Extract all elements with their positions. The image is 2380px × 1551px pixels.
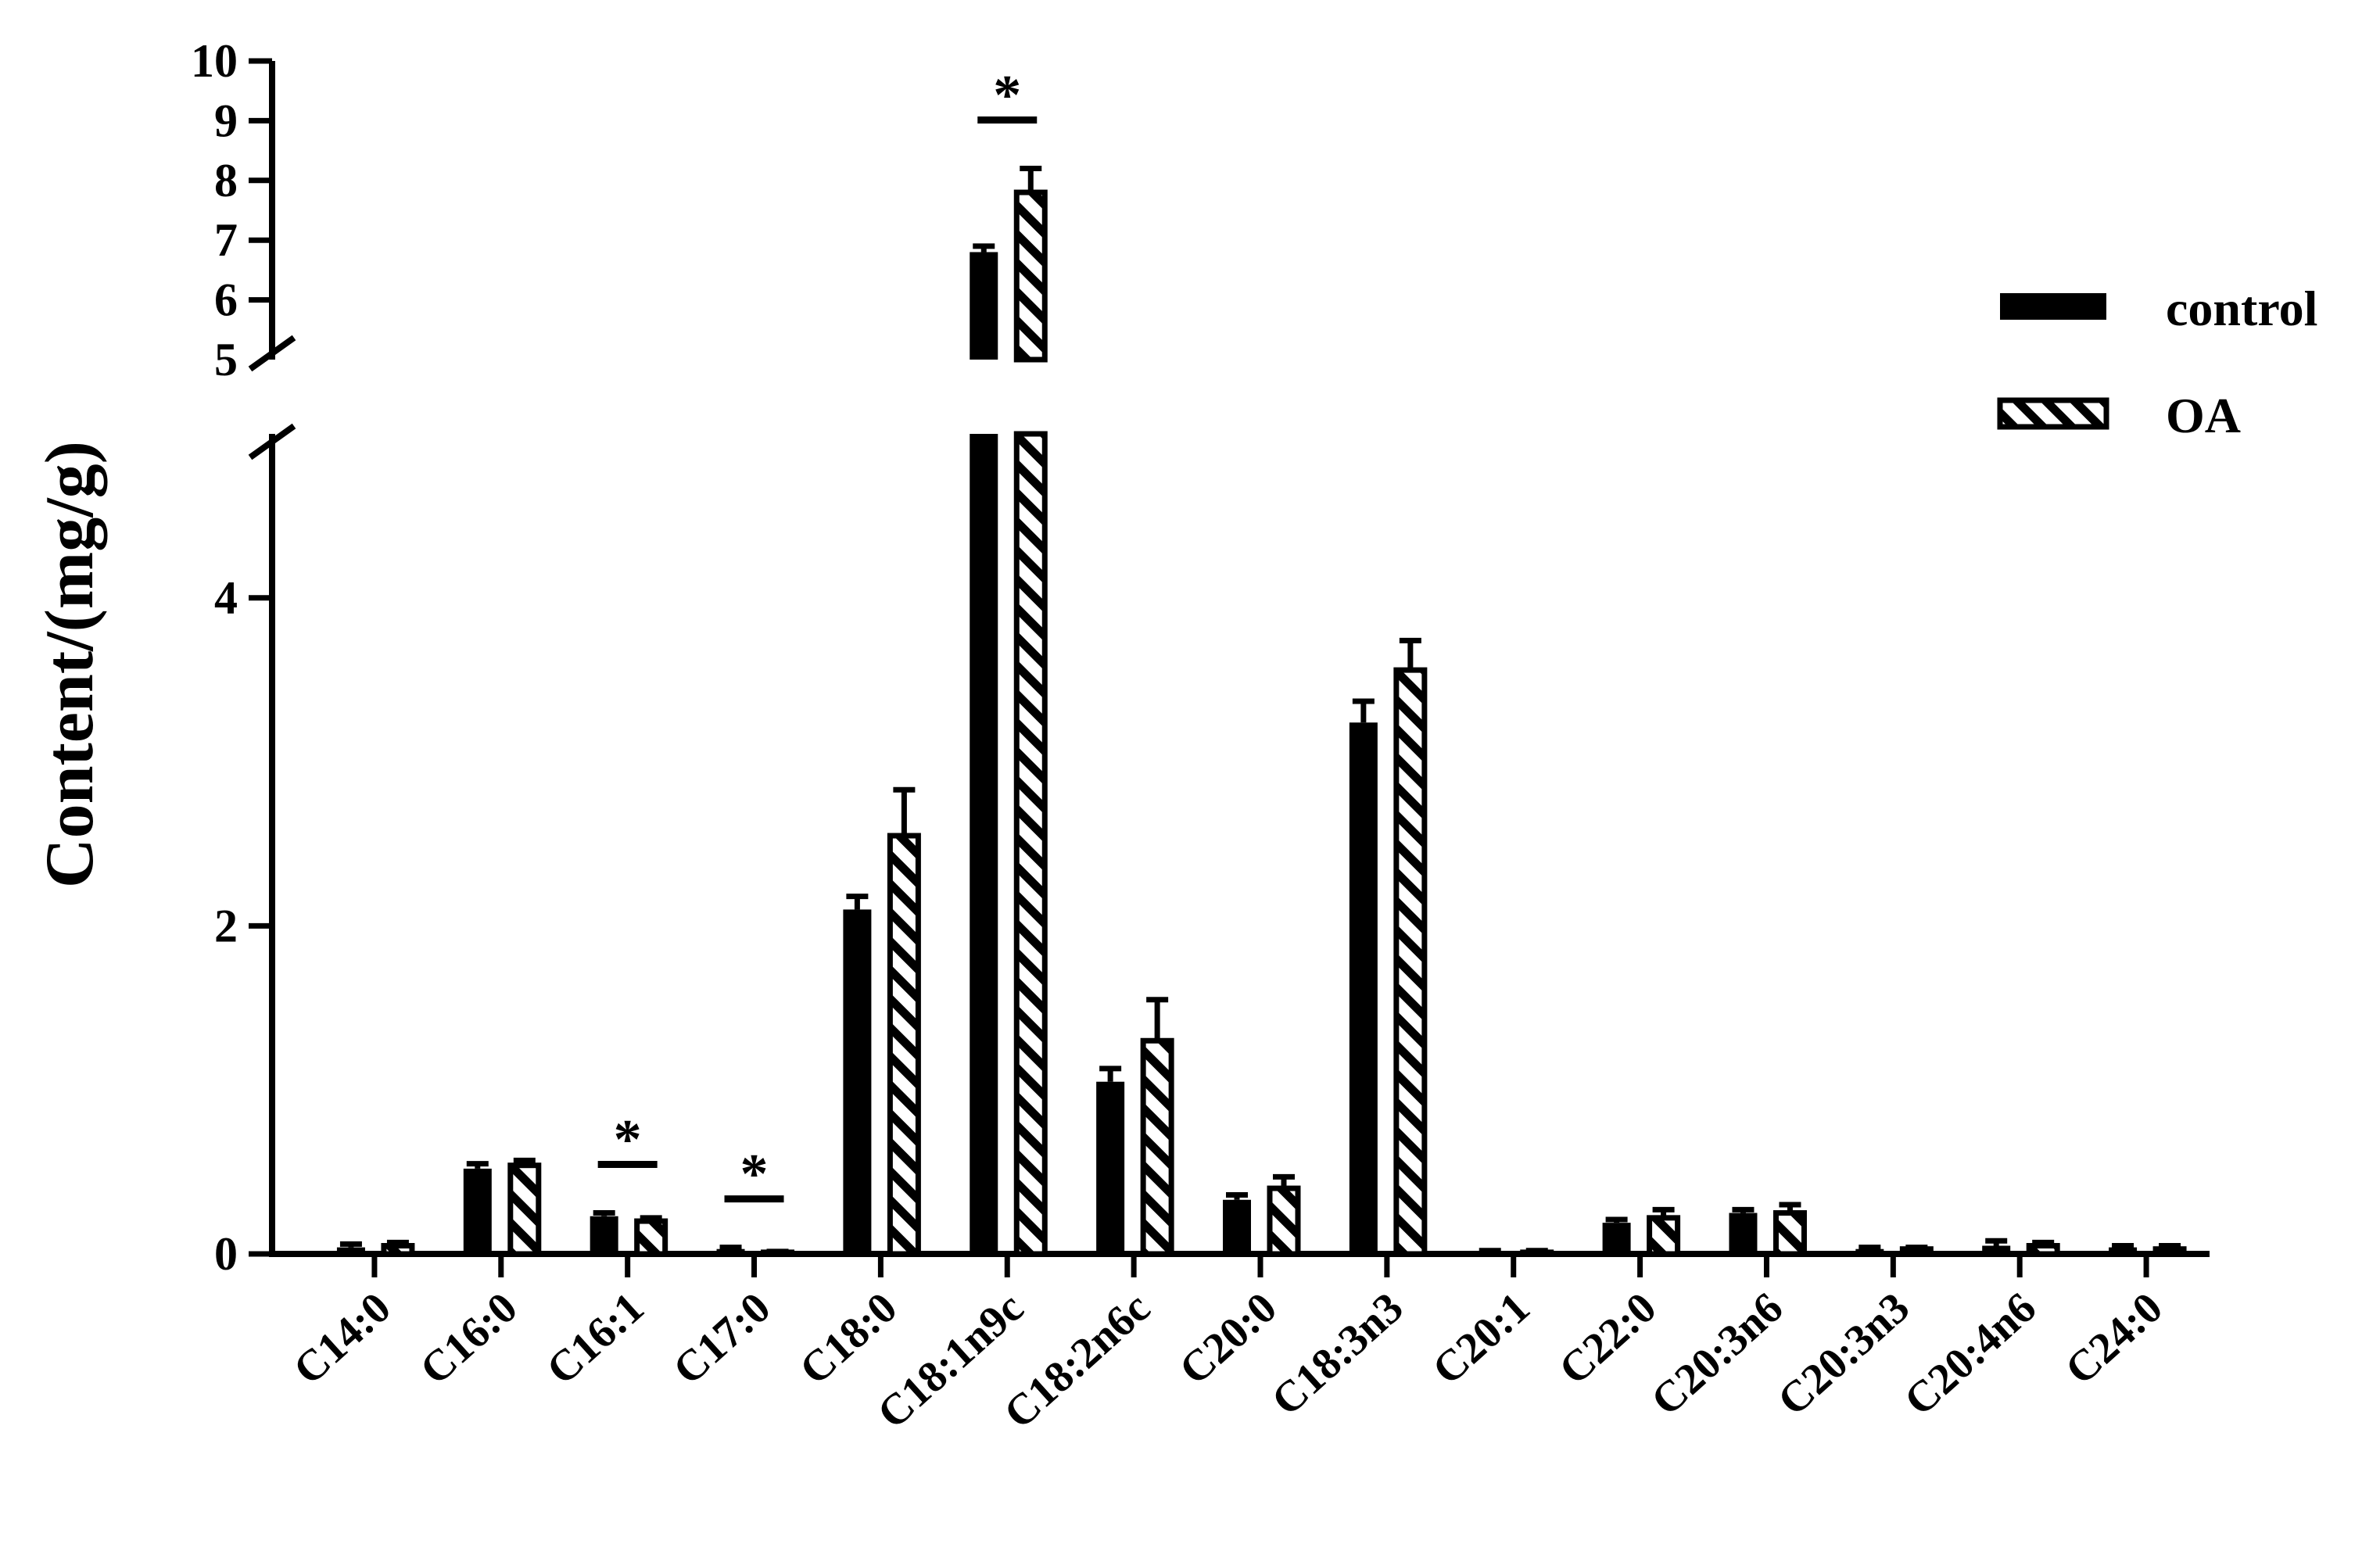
axis-break-mark: [248, 423, 296, 460]
bar-oa-5: [1013, 431, 1048, 1257]
bar-control-12: [1855, 1248, 1884, 1254]
y-tick-label: 5: [214, 334, 238, 385]
bar-oa-4: [887, 833, 921, 1257]
category-label: C17:0: [664, 1284, 780, 1395]
bar-oa-5-upper: [1013, 189, 1048, 363]
bar-control-7: [1223, 1199, 1251, 1254]
y-tick-label: 6: [214, 274, 238, 326]
significance-star: *: [740, 1143, 769, 1205]
bar-control-11: [1729, 1213, 1758, 1254]
category-label: C20:3n3: [1769, 1284, 1919, 1425]
legend: control OA: [1997, 281, 2317, 443]
legend-label-oa: OA: [2166, 388, 2241, 443]
category-label: C20:0: [1170, 1284, 1286, 1395]
category-label: C20:4n6: [1895, 1284, 2045, 1425]
y-tick-label: 7: [214, 214, 238, 266]
axis-break-mark: [248, 335, 296, 372]
bar-control-10: [1602, 1223, 1631, 1254]
bar-control-5: [970, 434, 998, 1254]
significance-markers: * * *: [597, 64, 1038, 1205]
category-label: C22:0: [1550, 1284, 1665, 1395]
bar-control-5-upper: [970, 252, 998, 360]
bar-control-2: [590, 1216, 618, 1254]
y-tick-label: 4: [214, 572, 238, 624]
bar-oa-2: [634, 1218, 668, 1257]
category-label: C20:1: [1424, 1284, 1539, 1395]
axes: [248, 58, 2210, 1277]
y-tick-label: 2: [214, 900, 238, 951]
significance-star: *: [614, 1109, 642, 1171]
bars: [336, 166, 2187, 1257]
category-label: C20:3n6: [1642, 1284, 1792, 1425]
bar-control-1: [463, 1168, 492, 1254]
bar-control-8: [1349, 722, 1378, 1254]
bar-oa-1: [507, 1162, 542, 1257]
y-tick-label: 8: [214, 155, 238, 206]
significance-star: *: [993, 64, 1021, 127]
bar-oa-8: [1393, 667, 1428, 1257]
y-tick-label: 9: [214, 95, 238, 146]
bar-oa-7: [1267, 1185, 1301, 1257]
bar-oa-6: [1140, 1037, 1174, 1257]
bar-oa-14: [2152, 1246, 2187, 1257]
category-label: C14:0: [285, 1284, 400, 1395]
bar-control-4: [843, 909, 872, 1254]
bar-oa-10: [1647, 1215, 1681, 1257]
y-axis-title: Content/(mg/g): [32, 441, 108, 888]
y-tick-label: 10: [191, 35, 238, 87]
category-labels: C14:0 C16:0 C16:1 C17:0 C18:0C18:1n9cC18:2n6…: [285, 1284, 2172, 1438]
category-label: C18:0: [790, 1284, 906, 1395]
bar-oa-13: [2026, 1243, 2060, 1257]
bar-control-14: [2109, 1247, 2138, 1254]
category-label: C18:3n3: [1263, 1284, 1413, 1425]
bar-control-0: [336, 1247, 365, 1254]
bar-oa-0: [381, 1243, 415, 1257]
bar-control-6: [1096, 1081, 1125, 1254]
y-tick-label: 0: [214, 1228, 238, 1280]
category-label: C16:0: [411, 1284, 527, 1395]
legend-swatch-control: [2000, 293, 2106, 320]
category-label: C16:1: [538, 1284, 654, 1395]
category-label: C24:0: [2056, 1284, 2172, 1395]
legend-swatch-oa: [1997, 397, 2109, 430]
bar-control-3: [716, 1248, 745, 1254]
bar-oa-11: [1772, 1210, 1807, 1257]
tick-labels: 0 2 4 5 6 7 8 9 10: [191, 35, 238, 1280]
legend-label-control: control: [2166, 281, 2317, 336]
bar-control-13: [1982, 1245, 2011, 1254]
